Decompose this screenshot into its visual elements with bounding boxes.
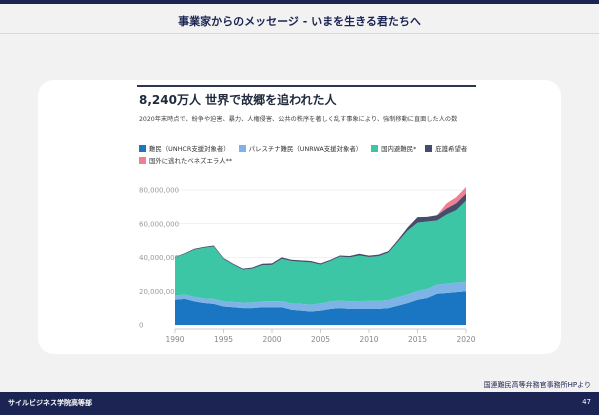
legend-item: 国外に逃れたベネズエラ人** (139, 154, 232, 166)
area-series (175, 291, 466, 325)
x-tick-label: 2000 (262, 335, 281, 344)
x-tick-label: 2015 (408, 335, 427, 344)
x-tick-label: 1990 (165, 335, 184, 344)
y-tick-label: 80,000,000 (139, 187, 179, 195)
chart-title-rule (137, 85, 476, 87)
y-tick-label: 40,000,000 (139, 254, 179, 262)
page-number: 47 (582, 398, 591, 406)
legend-item: 庇護希望者 (425, 142, 467, 154)
page-title: 事業家からのメッセージ - いまを生きる君たちへ (178, 15, 421, 28)
x-tick-label: 2005 (311, 335, 330, 344)
legend-label: 国外に逃れたベネズエラ人** (149, 156, 233, 165)
chart-legend: 難民（UNHCR支援対象者） パレスチナ難民（UNRWA支援対象者） 国内避難民* 庇… (139, 142, 479, 166)
legend-swatch (139, 156, 146, 164)
legend-swatch (425, 144, 433, 152)
legend-label: パレスチナ難民（UNRWA支援対象者） (248, 144, 363, 153)
x-tick-label: 2020 (456, 335, 475, 344)
stacked-area-chart: 0 20,000,000 40,000,000 60,000,000 80,000,00… (139, 187, 475, 345)
legend-item: 国内避難民* (371, 142, 416, 154)
legend-swatch (139, 144, 146, 152)
x-tick-label: 2010 (359, 335, 378, 344)
area-series (175, 281, 466, 312)
legend-item: パレスチナ難民（UNRWA支援対象者） (238, 142, 363, 154)
school-name: サイルビジネス学院高等部 (8, 399, 92, 407)
legend-swatch (371, 144, 379, 152)
area-series (175, 200, 466, 305)
x-tick-label: 1995 (214, 335, 233, 344)
legend-label: 難民（UNHCR支援対象者） (149, 144, 230, 153)
legend-item: 難民（UNHCR支援対象者） (139, 142, 230, 154)
y-tick-label: 0 (139, 322, 143, 330)
legend-label: 庇護希望者 (435, 144, 468, 153)
header-divider (0, 33, 599, 34)
y-tick-label: 20,000,000 (139, 288, 179, 296)
y-tick-label: 60,000,000 (139, 220, 179, 228)
footer-bar: サイルビジネス学院高等部 47 (0, 392, 599, 415)
legend-label: 国内避難民* (381, 144, 417, 153)
top-bar (0, 0, 599, 4)
legend-swatch (238, 144, 246, 152)
chart-title: 8,240万人 世界で故郷を追われた人 (139, 93, 337, 107)
source-note: 国連難民高等弁務官事務所HPより (483, 381, 591, 389)
chart-subtitle: 2020年末時点で、紛争や迫害、暴力、人権侵害、公共の秩序を著しく乱す事象により… (139, 116, 458, 123)
